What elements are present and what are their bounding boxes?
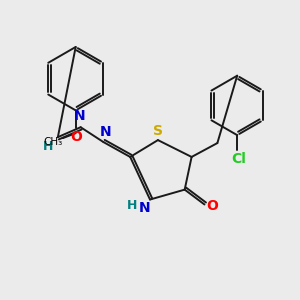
Text: N: N: [139, 202, 151, 215]
Text: Cl: Cl: [232, 152, 247, 166]
Text: H: H: [43, 140, 53, 152]
Text: O: O: [206, 200, 218, 214]
Text: S: S: [153, 124, 163, 138]
Text: CH₃: CH₃: [43, 137, 62, 147]
Text: O: O: [71, 130, 82, 144]
Text: N: N: [74, 109, 85, 123]
Text: H: H: [127, 199, 137, 212]
Text: N: N: [100, 125, 111, 139]
